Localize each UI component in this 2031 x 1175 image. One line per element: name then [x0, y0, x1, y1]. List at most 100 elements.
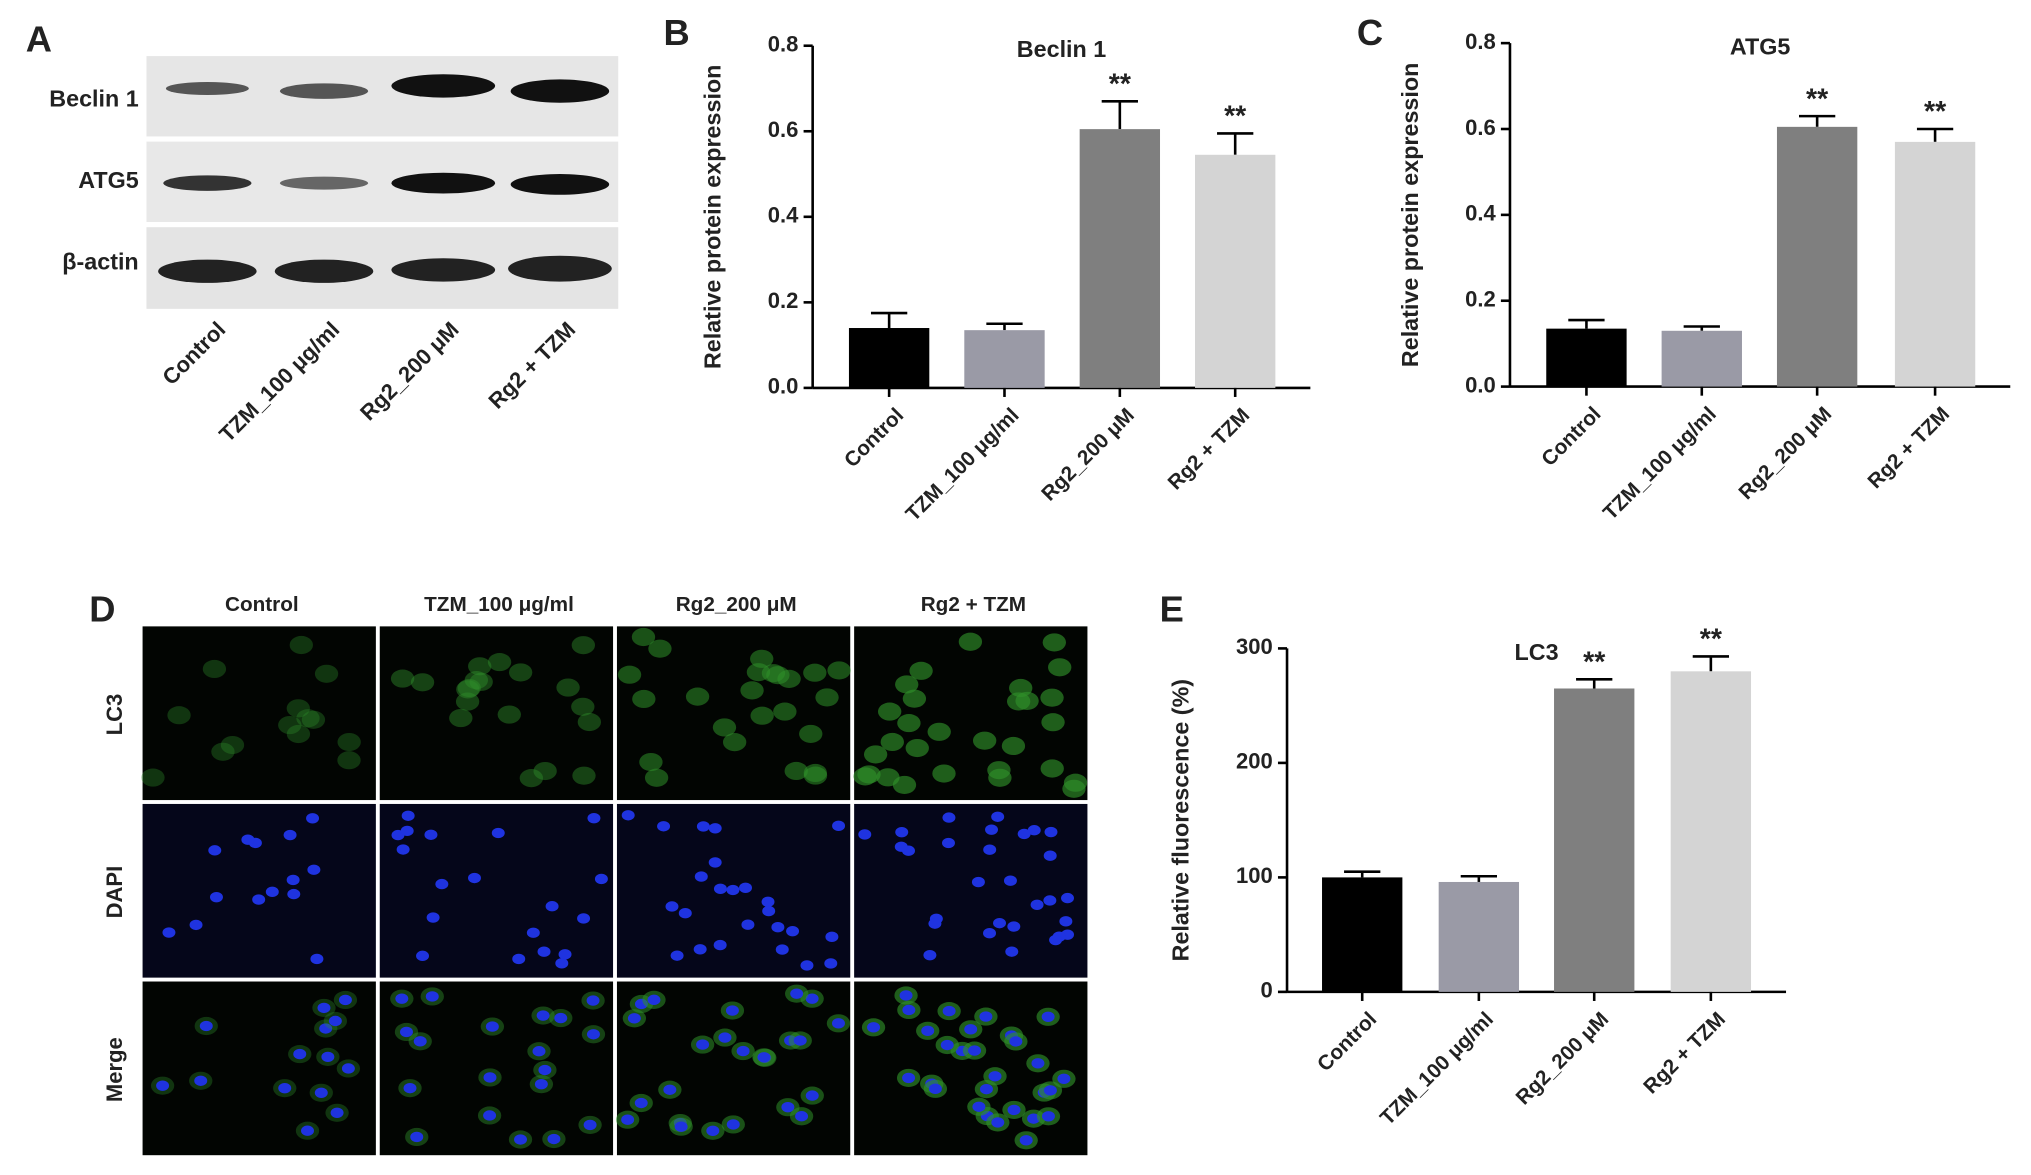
- nucleus: [696, 1039, 710, 1050]
- micro-image: [379, 626, 614, 801]
- nucleus: [400, 825, 414, 837]
- nucleus: [1043, 895, 1057, 906]
- nucleus: [991, 811, 1005, 822]
- cell-green: [897, 714, 921, 733]
- band: [163, 175, 252, 191]
- x-tick-label: Rg2_200 μM: [1734, 402, 1836, 504]
- band: [279, 176, 369, 190]
- significance: **: [1924, 96, 1947, 128]
- cell-green: [464, 671, 489, 690]
- nucleus: [512, 953, 526, 965]
- nucleus: [988, 1071, 1002, 1082]
- cell-green: [617, 665, 642, 684]
- chart-title: Beclin 1: [1017, 36, 1106, 62]
- cell-green: [455, 692, 480, 711]
- nucleus: [1041, 1011, 1055, 1022]
- nucleus: [674, 1121, 688, 1132]
- nucleus: [526, 927, 540, 938]
- cell-green: [456, 680, 480, 699]
- micro-column-label: Control: [225, 593, 299, 616]
- x-tick-label: Rg2 + TZM: [1639, 1008, 1730, 1099]
- cell-green: [631, 627, 656, 647]
- nucleus: [928, 1083, 942, 1095]
- blot-image: [146, 56, 619, 309]
- nucleus: [657, 821, 671, 832]
- bar: [1670, 671, 1752, 992]
- nucleus: [979, 1011, 993, 1022]
- blot-lane-label: TZM_100 μg/ml: [214, 317, 344, 447]
- nucleus: [425, 991, 439, 1002]
- y-tick-label: 0.2: [1465, 287, 1496, 312]
- nucleus: [1031, 1058, 1045, 1069]
- nucleus: [317, 1002, 331, 1014]
- nucleus: [554, 1012, 568, 1024]
- nucleus: [771, 922, 785, 933]
- y-axis-label: Relative protein expression: [1397, 63, 1423, 367]
- cell-green: [632, 689, 656, 709]
- cell-green: [497, 705, 521, 724]
- nucleus: [536, 1010, 550, 1021]
- panel-label: C: [1357, 12, 1383, 53]
- cell-green: [556, 678, 580, 697]
- nucleus: [162, 927, 176, 938]
- panel-label: E: [1160, 589, 1184, 630]
- nucleus: [1057, 1073, 1071, 1084]
- cell-green: [987, 761, 1011, 780]
- nucleus: [781, 1101, 795, 1113]
- nucleus: [558, 949, 572, 960]
- nucleus: [426, 912, 440, 923]
- panel-label: A: [26, 18, 52, 59]
- nucleus: [899, 990, 913, 1001]
- nucleus: [694, 871, 708, 882]
- nucleus: [241, 834, 255, 845]
- cell-green: [773, 702, 797, 721]
- cell-green: [902, 689, 927, 708]
- cell-green: [761, 664, 786, 683]
- bar: [964, 330, 1045, 388]
- cell-green: [740, 681, 764, 700]
- cell-green: [803, 663, 827, 682]
- nucleus: [321, 1051, 335, 1063]
- y-tick-label: 200: [1236, 749, 1273, 774]
- nucleus: [663, 1084, 677, 1095]
- nucleus: [983, 844, 997, 855]
- nucleus: [706, 1125, 720, 1136]
- nucleus: [718, 1032, 732, 1043]
- nucleus: [328, 1015, 342, 1027]
- bar: [1776, 126, 1858, 387]
- x-tick-label: Control: [1313, 1008, 1381, 1076]
- nucleus: [786, 925, 800, 937]
- nucleus: [923, 949, 937, 961]
- nucleus: [634, 1097, 648, 1109]
- nucleus: [902, 1072, 916, 1084]
- cell-green: [909, 661, 933, 680]
- nucleus: [395, 993, 409, 1004]
- nucleus: [319, 1023, 333, 1034]
- nucleus: [693, 944, 707, 955]
- y-tick-label: 0.8: [1465, 29, 1496, 54]
- nucleus: [341, 1063, 355, 1074]
- nucleus: [594, 873, 608, 885]
- micro-image: [142, 981, 376, 1156]
- y-axis-label: Relative fluorescence (%): [1168, 679, 1194, 961]
- cell-green: [1041, 713, 1065, 732]
- cell-green: [815, 688, 839, 707]
- cell-green: [337, 732, 361, 752]
- cell-green: [1006, 692, 1031, 711]
- significance: **: [1806, 83, 1829, 115]
- nucleus: [1061, 892, 1074, 904]
- micro-image: [854, 981, 1088, 1156]
- band: [510, 174, 610, 195]
- nucleus: [972, 1101, 986, 1112]
- cell-green: [314, 664, 339, 683]
- band: [165, 82, 249, 95]
- nucleus: [208, 845, 222, 856]
- nucleus: [278, 1082, 292, 1094]
- bar: [848, 328, 930, 388]
- nucleus: [534, 1078, 548, 1090]
- nucleus: [396, 844, 410, 855]
- cell-green: [289, 635, 313, 655]
- nucleus: [824, 958, 838, 969]
- nucleus: [287, 888, 301, 900]
